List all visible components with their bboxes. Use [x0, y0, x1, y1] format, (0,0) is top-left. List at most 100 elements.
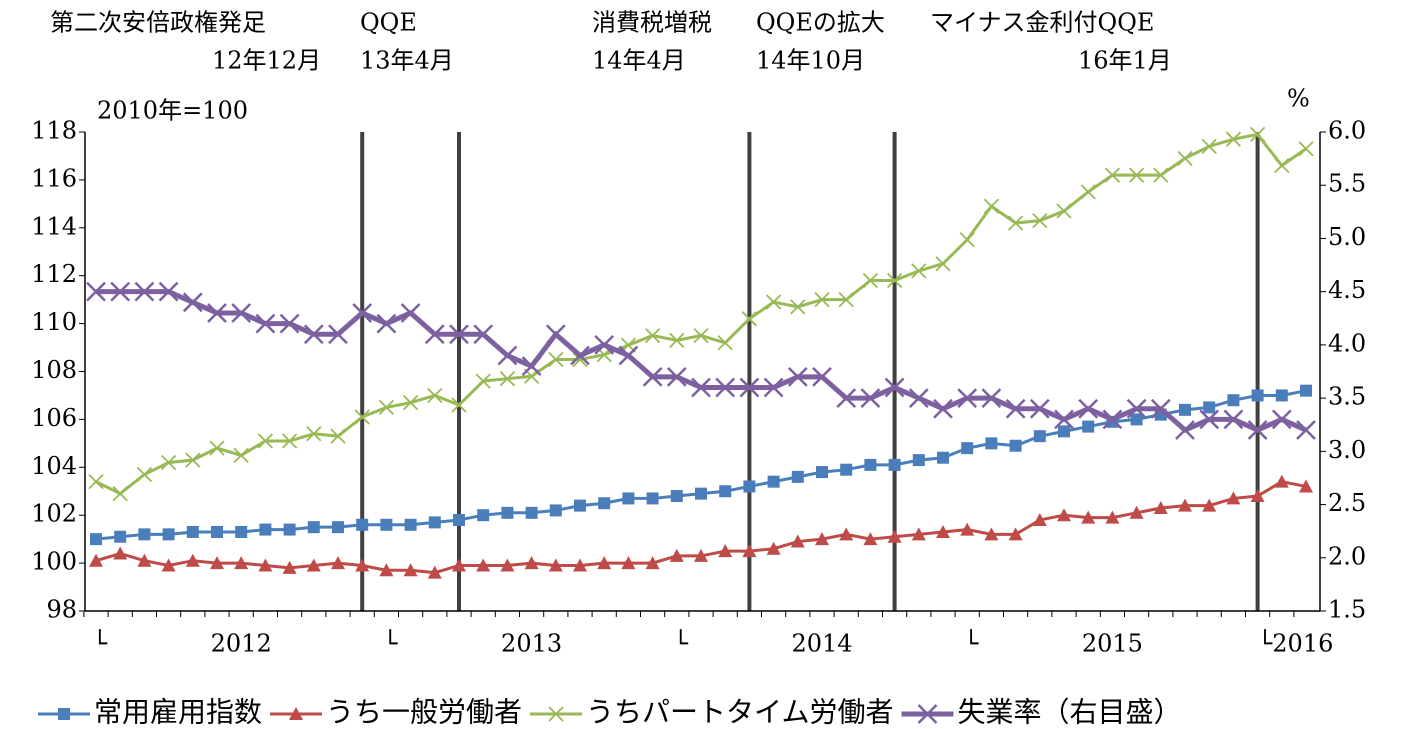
marker: [452, 558, 466, 572]
marker: [307, 521, 320, 534]
marker: [908, 388, 929, 408]
marker: [231, 303, 252, 323]
marker: [1178, 498, 1192, 512]
marker: [521, 356, 542, 377]
marker: [1009, 439, 1022, 452]
marker: [594, 335, 615, 355]
marker: [161, 558, 176, 572]
marker: [332, 521, 344, 534]
marker: [545, 324, 566, 345]
legend-marker: [548, 706, 564, 722]
marker: [134, 281, 155, 302]
marker: [981, 388, 1002, 408]
series: [90, 384, 1312, 546]
marker: [428, 516, 441, 529]
y2-axis-label: %: [1287, 85, 1310, 113]
marker: [1029, 398, 1050, 419]
marker: [185, 553, 200, 567]
marker: [114, 530, 127, 543]
marker: [500, 558, 515, 572]
y-tick-label: 98: [46, 596, 77, 624]
x-tick-label: └: [383, 629, 398, 658]
marker: [1274, 157, 1290, 174]
annotation-label: 第二次安倍政権発足: [50, 9, 266, 37]
marker: [666, 366, 687, 387]
marker: [840, 463, 853, 476]
marker: [573, 558, 587, 572]
marker: [739, 377, 760, 398]
marker: [570, 345, 590, 366]
marker: [717, 335, 733, 351]
marker: [476, 558, 491, 572]
y-tick-label: 108: [31, 356, 77, 384]
marker: [158, 281, 179, 302]
legend-marker: [917, 704, 938, 724]
marker: [836, 388, 857, 408]
marker: [790, 534, 805, 548]
y-tick-label: 100: [31, 548, 77, 576]
marker: [984, 527, 999, 541]
marker: [718, 544, 733, 558]
marker: [864, 458, 877, 471]
marker: [1247, 420, 1268, 440]
marker: [742, 544, 757, 558]
marker: [645, 556, 660, 570]
marker: [136, 466, 153, 483]
marker: [475, 373, 491, 389]
y2-tick-label: 2.5: [1328, 489, 1366, 517]
marker: [597, 556, 612, 570]
marker: [936, 524, 950, 538]
marker: [765, 294, 782, 310]
x-tick-label: └: [93, 629, 108, 658]
x-tick-label: 2015: [1082, 630, 1143, 658]
marker: [112, 486, 128, 502]
legend-label: うちパートタイム労働者: [586, 696, 893, 729]
marker: [138, 528, 151, 541]
marker: [113, 546, 128, 560]
marker: [548, 351, 564, 368]
marker: [1202, 498, 1217, 512]
marker: [1153, 501, 1168, 515]
marker: [1032, 512, 1047, 526]
marker: [935, 256, 951, 272]
marker: [960, 522, 975, 536]
marker: [182, 292, 203, 313]
marker: [210, 556, 224, 570]
marker: [257, 433, 274, 449]
marker: [234, 556, 249, 570]
marker: [1201, 138, 1217, 155]
marker: [791, 470, 804, 483]
marker: [352, 303, 373, 323]
marker: [816, 466, 828, 479]
marker: [767, 475, 780, 488]
series: [86, 281, 1316, 440]
marker: [548, 558, 563, 572]
marker: [1130, 413, 1143, 426]
marker: [427, 565, 442, 579]
y2-tick-label: 4.5: [1328, 276, 1366, 304]
marker: [862, 272, 879, 289]
marker: [1032, 212, 1048, 229]
marker: [622, 492, 635, 505]
series-line: [95, 132, 1307, 496]
marker: [378, 399, 395, 416]
marker: [427, 387, 443, 404]
y-tick-label: 104: [31, 452, 77, 480]
y2-tick-label: 5.0: [1328, 223, 1366, 251]
marker: [1177, 150, 1193, 166]
marker: [983, 198, 1000, 214]
marker: [1199, 409, 1220, 430]
marker: [1226, 491, 1241, 505]
marker: [1102, 409, 1123, 430]
marker: [376, 313, 397, 334]
marker: [281, 433, 298, 449]
marker: [618, 345, 639, 366]
marker: [549, 504, 562, 517]
marker: [863, 532, 878, 546]
marker: [985, 437, 998, 450]
y-tick-label: 118: [31, 117, 77, 145]
marker: [715, 377, 736, 398]
marker: [887, 529, 902, 543]
marker: [884, 377, 905, 398]
marker: [959, 232, 975, 248]
